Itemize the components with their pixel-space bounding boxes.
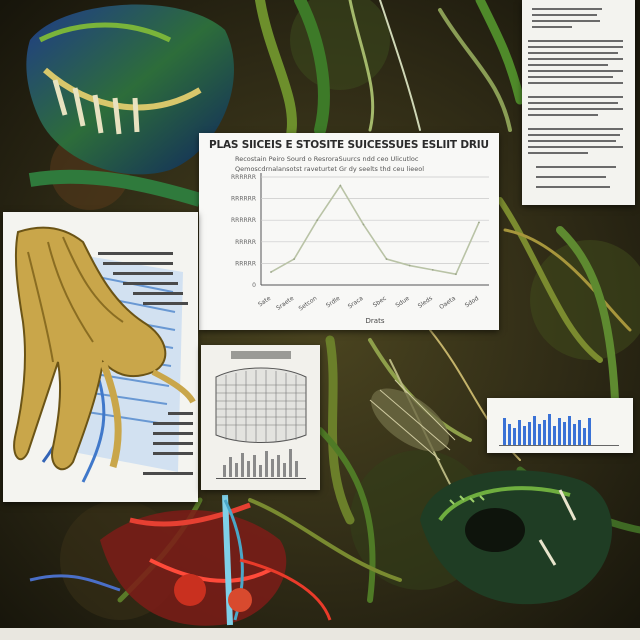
mini-bar-chart bbox=[499, 414, 619, 446]
chart-data-point bbox=[339, 184, 342, 187]
chart-x-tick-label: Oaeta bbox=[438, 295, 457, 311]
chart-data-point bbox=[293, 258, 296, 260]
chart-x-axis-label: Drats bbox=[366, 317, 385, 325]
mesh-diagram bbox=[215, 351, 307, 479]
chart-x-tick-label: Srdle bbox=[325, 295, 342, 310]
notes-text-lines bbox=[528, 8, 623, 188]
chart-x-tick-label: Sdod bbox=[464, 295, 481, 310]
chart-x-tick-label: Sraete bbox=[275, 295, 295, 312]
chart-data-point bbox=[316, 219, 319, 222]
chart-x-tick-label: Sraca bbox=[347, 295, 365, 311]
chart-data-point bbox=[408, 264, 411, 267]
reptile-head-illustration bbox=[26, 4, 234, 207]
bottom-border-strip bbox=[0, 628, 640, 640]
notes-card bbox=[522, 0, 635, 205]
chart-y-tick-label: RRRRRR bbox=[231, 174, 256, 181]
chart-subtitle-line-1: Recostain Peiro Sourd o ResroraSuurcs nd… bbox=[235, 155, 419, 163]
chart-y-tick-label: RRRRRR bbox=[231, 196, 256, 203]
chart-x-tick-label: Sdue bbox=[394, 295, 411, 310]
chart-x-tick-label: Sbec bbox=[372, 295, 388, 309]
chart-title: PLAS SIICEIS E STOSITE SUICESSUES ESLIIT… bbox=[209, 139, 489, 151]
chart-y-tick-label: RRRRR bbox=[235, 260, 256, 267]
vine-illustration bbox=[117, 0, 640, 603]
chart-subtitle-line-2: Qemoscdrnalansotst raveturtet Gr dy seel… bbox=[235, 165, 425, 173]
chart-x-tick-label: Setcon bbox=[297, 295, 318, 313]
chart-data-point bbox=[270, 271, 272, 273]
chart-y-tick-label: RRRRR bbox=[235, 239, 256, 246]
chart-x-tick-label: Sleds bbox=[417, 295, 434, 310]
claw-illustration-card bbox=[3, 212, 198, 502]
shell-illustration bbox=[420, 470, 613, 605]
chart-y-tick-label: 0 bbox=[252, 282, 256, 289]
chart-series-line bbox=[270, 184, 480, 276]
chart-data-point bbox=[362, 223, 365, 226]
claw-illustration bbox=[13, 226, 196, 483]
chart-data-point bbox=[385, 258, 388, 260]
anatomy-illustration bbox=[29, 494, 332, 626]
mini-bar-chart-card bbox=[487, 398, 633, 453]
chart-data-point bbox=[431, 268, 434, 271]
mesh-diagram-card bbox=[201, 345, 320, 490]
chart-data-point bbox=[454, 273, 457, 276]
chart-y-tick-label: RRRRRR bbox=[231, 217, 256, 224]
insect-illustration bbox=[369, 379, 456, 461]
chart-data-point bbox=[478, 221, 480, 224]
chart-x-tick-label: Sate bbox=[257, 295, 272, 309]
line-chart-card: PLAS SIICEIS E STOSITE SUICESSUES ESLIIT… bbox=[199, 133, 499, 330]
